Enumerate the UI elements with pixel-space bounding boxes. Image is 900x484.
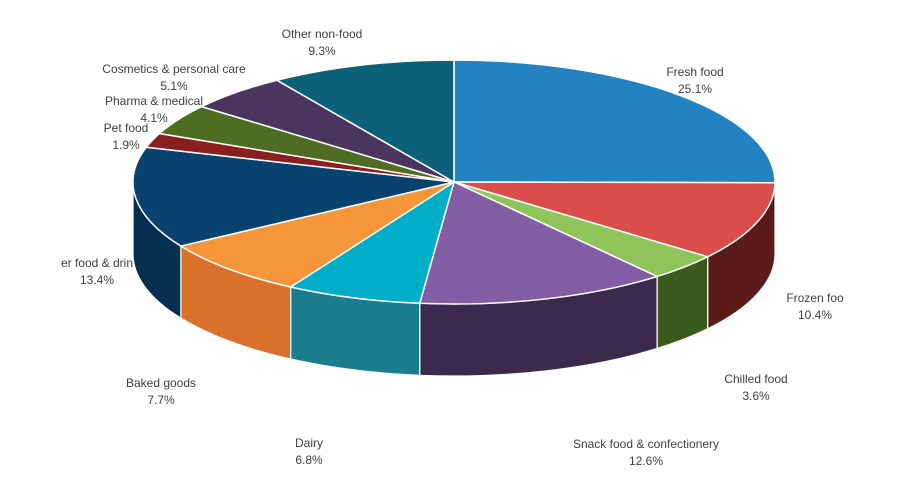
slice-label-baked-goods: Baked goods xyxy=(126,376,196,390)
pie-slices xyxy=(132,59,776,305)
slice-label-dairy: Dairy xyxy=(295,436,323,450)
pie-slice-frozen-food xyxy=(453,181,776,258)
slice-value-snack-food-and-confectionery: 12.6% xyxy=(629,454,663,468)
slice-value-fresh-food: 25.1% xyxy=(678,82,712,96)
slice-value-chilled-food: 3.6% xyxy=(742,389,770,403)
slice-value-pet-food: 1.9% xyxy=(112,138,140,152)
slice-value-baked-goods: 7.7% xyxy=(147,393,175,407)
pie-labels: Fresh food 25.1% Frozen foo 10.4% Chilled fo… xyxy=(61,27,844,468)
slice-label-snack-food-and-confectionery: Snack food & confectionery xyxy=(573,437,719,451)
slice-value-frozen-food: 10.4% xyxy=(798,308,832,322)
slice-value-dairy: 6.8% xyxy=(295,453,323,467)
pie-slice-snack-food-and-confectionery xyxy=(419,181,658,305)
slice-label-pet-food: Pet food xyxy=(104,121,149,135)
slice-label-chilled-food: Chilled food xyxy=(724,372,787,386)
slice-value-other-food-and-drink: 13.4% xyxy=(80,273,114,287)
slice-label-other-non-food: Other non-food xyxy=(282,27,363,41)
pie-sides xyxy=(132,181,776,377)
slice-label-cosmetics-and-personal-care: Cosmetics & personal care xyxy=(102,62,246,76)
slice-value-pharma-and-medical: 4.1% xyxy=(140,111,168,125)
slice-value-other-non-food: 9.3% xyxy=(308,44,336,58)
slice-label-other-food-and-drink: er food & drin xyxy=(61,256,133,270)
pie-slice-fresh-food xyxy=(453,59,776,184)
slice-value-cosmetics-and-personal-care: 5.1% xyxy=(160,79,188,93)
pie-slice-baked-goods xyxy=(180,181,455,288)
slice-label-frozen-food: Frozen foo xyxy=(786,291,844,305)
pie-slice-dairy xyxy=(289,181,455,305)
slice-label-fresh-food: Fresh food xyxy=(666,65,723,79)
pie-slice-other-non-food xyxy=(276,59,455,183)
slice-label-pharma-and-medical: Pharma & medical xyxy=(105,94,203,108)
pie-slice-other-food-and-drink xyxy=(132,146,455,247)
